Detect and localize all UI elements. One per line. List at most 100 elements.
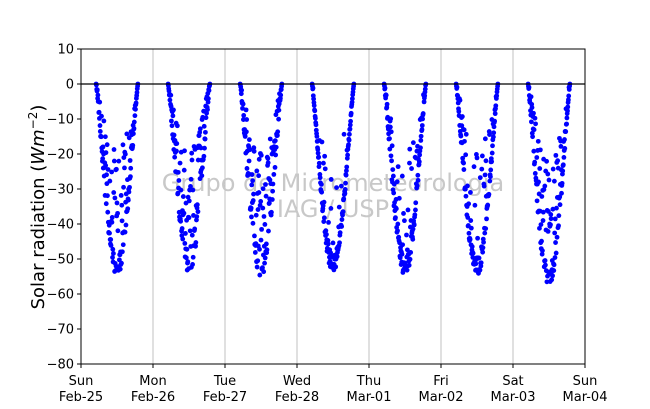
- data-point: [316, 160, 322, 166]
- data-point: [108, 237, 114, 242]
- data-point: [341, 131, 347, 137]
- data-point: [330, 240, 336, 246]
- data-point: [529, 105, 535, 110]
- data-point: [185, 259, 191, 265]
- data-point: [205, 96, 211, 102]
- data-point: [345, 152, 351, 158]
- data-point: [533, 121, 538, 127]
- data-point: [270, 188, 276, 194]
- data-point: [404, 247, 410, 253]
- data-point: [131, 131, 136, 137]
- data-point: [167, 97, 173, 103]
- data-point: [553, 240, 558, 245]
- data-point: [240, 101, 246, 107]
- data-point: [391, 190, 397, 196]
- data-point: [492, 111, 498, 117]
- data-point: [545, 273, 550, 279]
- data-point: [174, 123, 180, 129]
- data-point: [319, 189, 325, 195]
- data-point: [97, 99, 103, 105]
- data-point: [171, 107, 176, 113]
- data-point: [184, 246, 190, 252]
- data-point: [195, 209, 201, 215]
- data-point: [460, 155, 466, 161]
- data-point: [317, 175, 323, 181]
- data-point: [563, 129, 569, 135]
- data-point: [188, 176, 194, 182]
- data-point: [190, 187, 196, 193]
- data-point: [132, 113, 138, 119]
- data-point: [241, 113, 247, 118]
- data-point: [545, 171, 551, 177]
- x-tick-label: Sun Feb-25: [59, 374, 103, 405]
- data-point: [410, 140, 416, 146]
- data-point: [551, 262, 557, 268]
- data-point: [559, 180, 565, 186]
- x-tick-date: Mar-03: [491, 390, 536, 405]
- data-point: [98, 134, 104, 140]
- data-point: [242, 134, 248, 139]
- data-point: [181, 167, 187, 173]
- data-point: [311, 103, 317, 108]
- data-point: [458, 133, 464, 139]
- data-point: [134, 90, 140, 95]
- y-tick-label: −60: [47, 288, 74, 303]
- data-point: [338, 183, 344, 189]
- data-point: [412, 212, 418, 218]
- data-point: [328, 250, 334, 256]
- data-point: [251, 145, 257, 151]
- data-point: [474, 155, 480, 161]
- data-point: [321, 219, 327, 224]
- data-point: [251, 191, 256, 197]
- data-point: [349, 96, 355, 102]
- data-point: [477, 175, 483, 181]
- grid-lines: [152, 49, 514, 364]
- data-point: [96, 109, 102, 115]
- data-point: [120, 242, 126, 248]
- data-point: [485, 202, 491, 208]
- data-point: [480, 245, 486, 251]
- data-point: [256, 190, 262, 195]
- data-point: [491, 134, 496, 140]
- data-point: [131, 126, 137, 131]
- data-point: [203, 129, 208, 135]
- data-point: [532, 171, 538, 176]
- data-point: [97, 129, 103, 134]
- data-point: [252, 250, 258, 255]
- data-point: [254, 168, 260, 174]
- x-tick-date: Feb-25: [59, 390, 103, 405]
- data-point: [531, 127, 537, 133]
- data-point: [170, 113, 176, 119]
- y-axis-label-unit: Wm: [28, 129, 49, 164]
- data-point: [548, 216, 554, 222]
- data-point: [189, 232, 195, 238]
- y-tick-label: −20: [47, 148, 74, 163]
- data-point: [539, 251, 545, 257]
- data-point: [487, 178, 493, 184]
- data-point: [528, 94, 534, 100]
- data-point: [401, 211, 406, 216]
- data-point: [276, 107, 282, 113]
- data-point: [178, 187, 184, 193]
- data-point: [560, 162, 566, 168]
- data-point: [119, 218, 125, 224]
- data-point: [202, 145, 207, 151]
- data-point: [389, 143, 395, 149]
- data-point: [254, 264, 260, 270]
- data-point: [127, 184, 132, 190]
- data-point: [550, 166, 556, 172]
- data-point: [487, 132, 492, 137]
- data-point: [470, 250, 476, 256]
- y-tick-label: 0: [66, 78, 74, 93]
- x-tick-date: Mar-02: [419, 390, 464, 405]
- data-point: [383, 92, 389, 98]
- data-point: [348, 110, 354, 116]
- y-tick-label: 10: [57, 43, 74, 58]
- data-point: [407, 146, 413, 152]
- data-point: [275, 129, 281, 135]
- data-point: [477, 267, 483, 273]
- data-point: [413, 200, 419, 206]
- data-point: [105, 209, 111, 215]
- data-point: [488, 167, 494, 173]
